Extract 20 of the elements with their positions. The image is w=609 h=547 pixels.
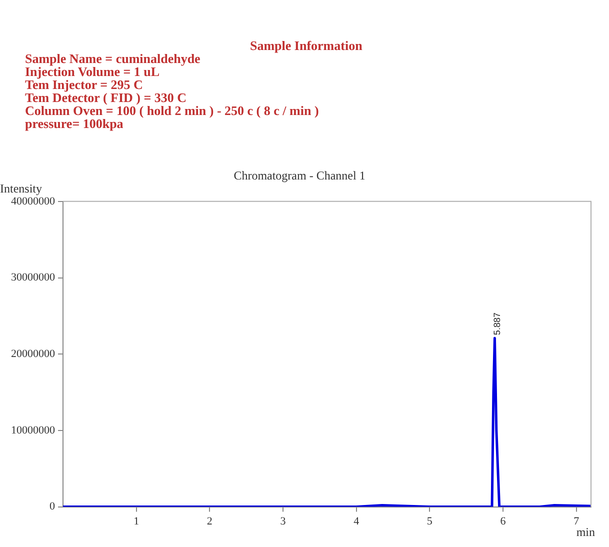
x-axis-title: min — [576, 524, 595, 539]
x-tick-label: 3 — [280, 515, 286, 528]
y-axis-title: Intensity — [0, 182, 42, 196]
y-tick-label: 40000000 — [11, 195, 56, 208]
text: pressure= 100kpa — [25, 116, 124, 131]
x-tick-label: 4 — [354, 515, 360, 528]
text: Sample Name = cuminaldehyde — [25, 51, 202, 66]
chart-subtitle: Chromatogram - Channel 1 — [234, 168, 366, 182]
x-tick-label: 6 — [500, 515, 506, 528]
text: Column Oven = 100 ( hold 2 min ) - 250 c ( 8 c / min ) — [25, 103, 319, 118]
x-tick-label: 2 — [206, 515, 212, 528]
annotation: 5.887 — [492, 312, 502, 336]
chart-title: Sample Information — [250, 38, 362, 54]
x-tick-label: 1 — [134, 515, 140, 528]
y-tick-label: 0 — [50, 500, 56, 513]
x-tick-label: 5 — [426, 515, 433, 528]
x-tick-label: 7 — [574, 515, 580, 528]
y-tick-label: 30000000 — [11, 272, 56, 284]
y-tick-label: 20000000 — [11, 348, 56, 360]
y-tick-label: 10000000 — [11, 424, 56, 436]
